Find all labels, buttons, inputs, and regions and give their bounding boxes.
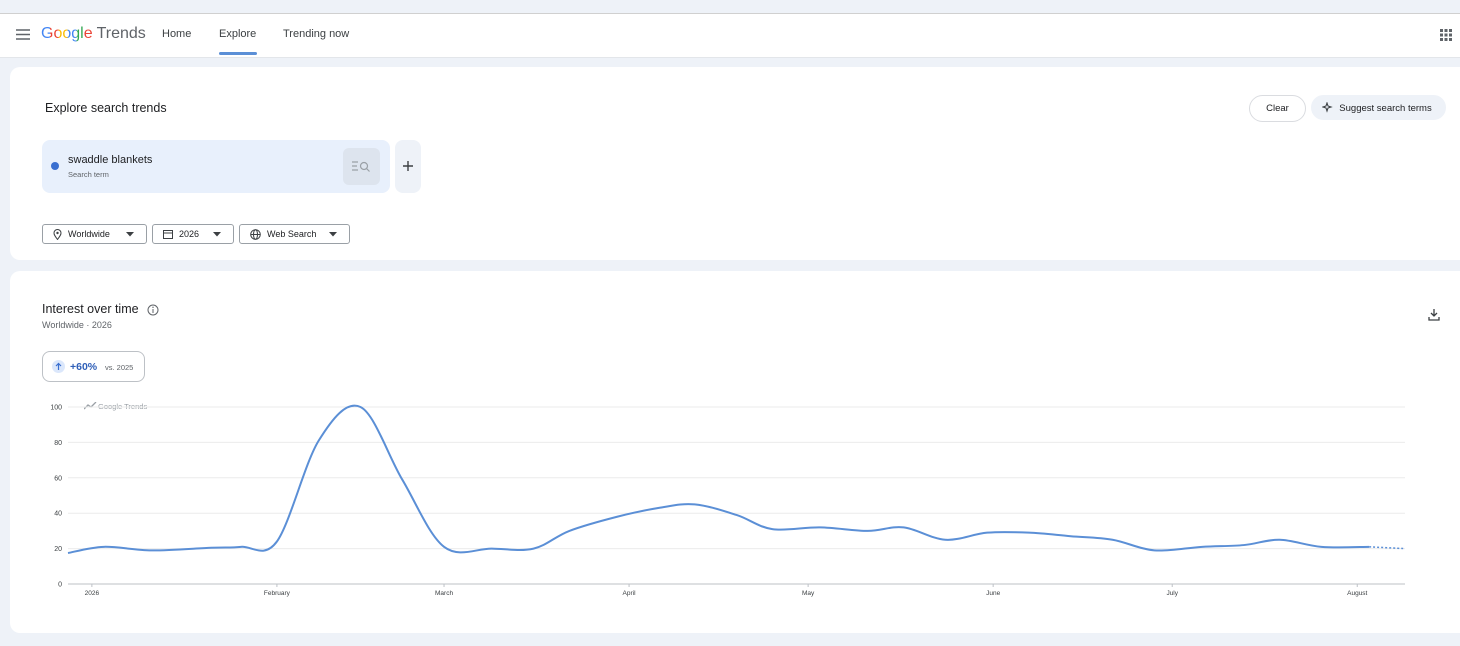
explore-title: Explore search trends: [45, 101, 167, 115]
time-label: 2026: [179, 229, 200, 239]
term-search-icon: [352, 161, 370, 172]
clear-button[interactable]: Clear: [1249, 95, 1306, 122]
x-tick-label: February: [264, 590, 291, 597]
change-comparison: vs. 2025: [105, 363, 134, 372]
x-tick-label: July: [1166, 590, 1178, 597]
change-badge: [42, 351, 145, 382]
term-search-button[interactable]: [343, 148, 380, 185]
x-tick-label: March: [435, 590, 453, 597]
top-bar: [0, 13, 1460, 58]
y-tick-label: 40: [54, 511, 62, 518]
plus-icon: [403, 161, 413, 171]
location-filter[interactable]: Worldwide: [42, 224, 147, 244]
dropdown-arrow: [126, 231, 134, 236]
logo-product: Trends: [96, 25, 146, 42]
x-tick-label: June: [986, 590, 1000, 597]
calendar-icon: [163, 230, 173, 239]
y-tick-label: 20: [54, 546, 62, 553]
term-color-dot: [51, 162, 59, 170]
property-label: Web Search: [267, 229, 317, 239]
dropdown-arrow: [213, 231, 221, 236]
interest-title: Interest over time: [42, 302, 139, 316]
sparkle-icon: [1322, 102, 1333, 113]
partial-line: [1369, 546, 1406, 550]
interest-subtitle: Worldwide · 2026: [42, 320, 112, 330]
property-filter[interactable]: Web Search: [239, 224, 350, 244]
logo-google: Google: [41, 25, 93, 42]
nav-trending[interactable]: Trending now: [283, 28, 350, 40]
interest-panel: [10, 271, 1460, 633]
trend-up-icon: [52, 360, 65, 373]
x-tick-label: August: [1347, 590, 1367, 597]
menu-icon[interactable]: [16, 29, 30, 40]
apps-icon[interactable]: [1440, 29, 1452, 41]
nav-explore[interactable]: Explore: [219, 28, 257, 40]
x-tick-label: May: [802, 590, 815, 597]
y-tick-label: 80: [54, 440, 62, 447]
location-label: Worldwide: [68, 229, 110, 239]
change-value: +60%: [70, 361, 98, 373]
y-tick-label: 0: [58, 582, 62, 589]
globe-icon: [250, 228, 261, 240]
term-label: swaddle blankets: [68, 154, 153, 166]
nav-active-indicator: [219, 52, 257, 55]
info-icon[interactable]: [147, 304, 159, 316]
term-type: Search term: [68, 170, 109, 179]
x-tick-label: April: [623, 590, 637, 597]
series-line: [67, 404, 1370, 555]
logo[interactable]: Google Trends: [41, 25, 146, 43]
y-tick-label: 60: [54, 475, 62, 482]
download-icon[interactable]: [1428, 308, 1440, 321]
location-icon: [53, 228, 62, 240]
x-tick-label: 2026: [85, 590, 100, 597]
y-tick-label: 100: [50, 405, 62, 412]
time-filter[interactable]: 2026: [152, 224, 234, 244]
dropdown-arrow: [329, 231, 337, 236]
search-term-card[interactable]: [42, 140, 390, 193]
suggest-button[interactable]: Suggest search terms: [1311, 95, 1446, 120]
nav-home[interactable]: Home: [162, 28, 192, 40]
